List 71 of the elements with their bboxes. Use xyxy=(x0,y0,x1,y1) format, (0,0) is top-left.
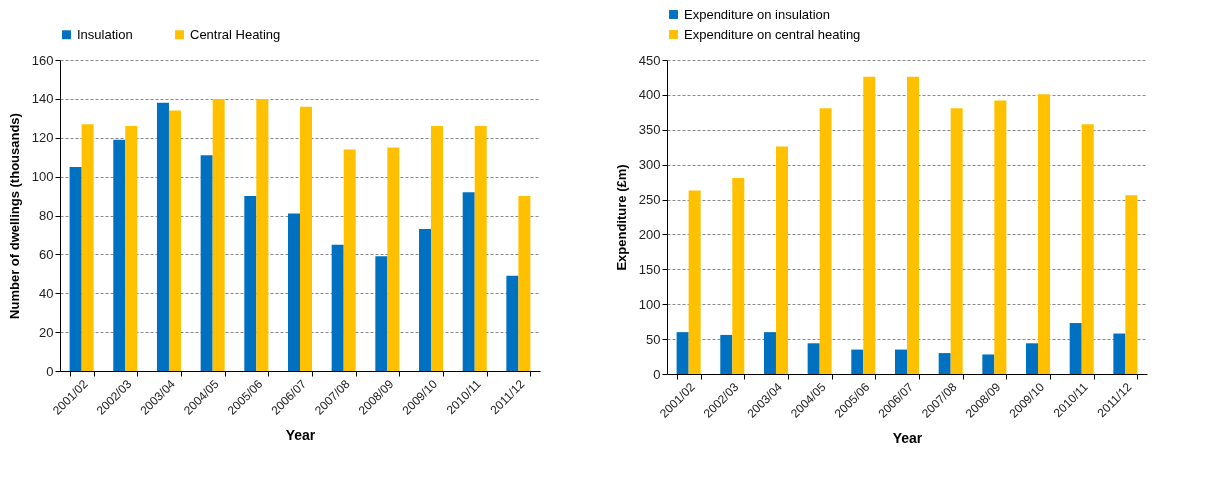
y-tick-label: 160 xyxy=(31,52,54,68)
bar xyxy=(1125,195,1138,374)
bar xyxy=(419,229,432,371)
bar xyxy=(431,126,444,371)
bar xyxy=(1081,124,1094,374)
bar xyxy=(462,192,475,371)
legend-label: Expenditure on central heating xyxy=(684,26,861,42)
bar xyxy=(938,353,951,374)
bar xyxy=(732,177,745,374)
bar xyxy=(81,124,94,371)
bar xyxy=(1038,94,1051,374)
bar xyxy=(819,108,832,374)
bar xyxy=(331,244,344,371)
y-tick-label: 300 xyxy=(638,157,661,173)
y-tick-label: 450 xyxy=(638,52,661,68)
y-tick-label: 140 xyxy=(31,91,54,107)
bar xyxy=(287,213,300,371)
bar xyxy=(200,155,213,371)
y-tick-label: 400 xyxy=(638,87,661,103)
x-axis-title: Year xyxy=(892,429,923,446)
bar xyxy=(720,334,733,374)
y-tick-label: 250 xyxy=(638,192,661,208)
y-tick-label: 200 xyxy=(638,226,661,242)
bar xyxy=(994,100,1007,374)
legend-label: Expenditure on insulation xyxy=(684,6,830,22)
y-tick-label: 100 xyxy=(31,169,54,185)
bar xyxy=(982,354,995,374)
bar xyxy=(763,332,776,374)
bar xyxy=(69,166,82,371)
bar xyxy=(688,190,701,374)
bar xyxy=(375,256,388,371)
bar xyxy=(950,108,963,374)
bar xyxy=(1069,323,1082,374)
bar xyxy=(168,110,181,371)
y-tick-label: 100 xyxy=(638,296,661,312)
y-tick-label: 350 xyxy=(638,122,661,138)
y-tick-label: 50 xyxy=(646,331,661,347)
bar xyxy=(244,196,257,371)
bar xyxy=(256,98,269,371)
x-axis-title: Year xyxy=(285,426,316,443)
bar xyxy=(156,102,169,371)
bar xyxy=(907,76,920,374)
y-tick-label: 150 xyxy=(638,261,661,277)
bar xyxy=(1026,343,1039,374)
y-tick-label: 0 xyxy=(46,363,54,379)
bar xyxy=(212,98,225,371)
y-tick-label: 40 xyxy=(39,285,54,301)
bar xyxy=(125,126,138,371)
y-axis-title: Number of dwellings (thousands) xyxy=(6,113,22,319)
bar xyxy=(894,349,907,374)
bar xyxy=(851,349,864,374)
bar xyxy=(518,196,531,371)
bar xyxy=(387,147,400,371)
bar xyxy=(300,106,313,371)
y-tick-label: 80 xyxy=(39,208,54,223)
bar xyxy=(863,76,876,374)
bar xyxy=(775,146,788,374)
legend-label: Central Heating xyxy=(190,26,281,42)
y-tick-label: 20 xyxy=(39,324,54,340)
bar xyxy=(343,149,356,371)
legend-label: Insulation xyxy=(77,26,133,42)
bar xyxy=(676,332,689,374)
y-tick-label: 0 xyxy=(653,366,661,382)
bar xyxy=(807,343,820,374)
y-tick-label: 120 xyxy=(31,130,54,146)
bar xyxy=(506,275,519,371)
bar xyxy=(474,126,487,371)
y-axis-title: Expenditure (£m) xyxy=(613,164,629,271)
bar xyxy=(1113,333,1126,374)
bar xyxy=(113,139,126,371)
y-tick-label: 60 xyxy=(39,246,54,262)
